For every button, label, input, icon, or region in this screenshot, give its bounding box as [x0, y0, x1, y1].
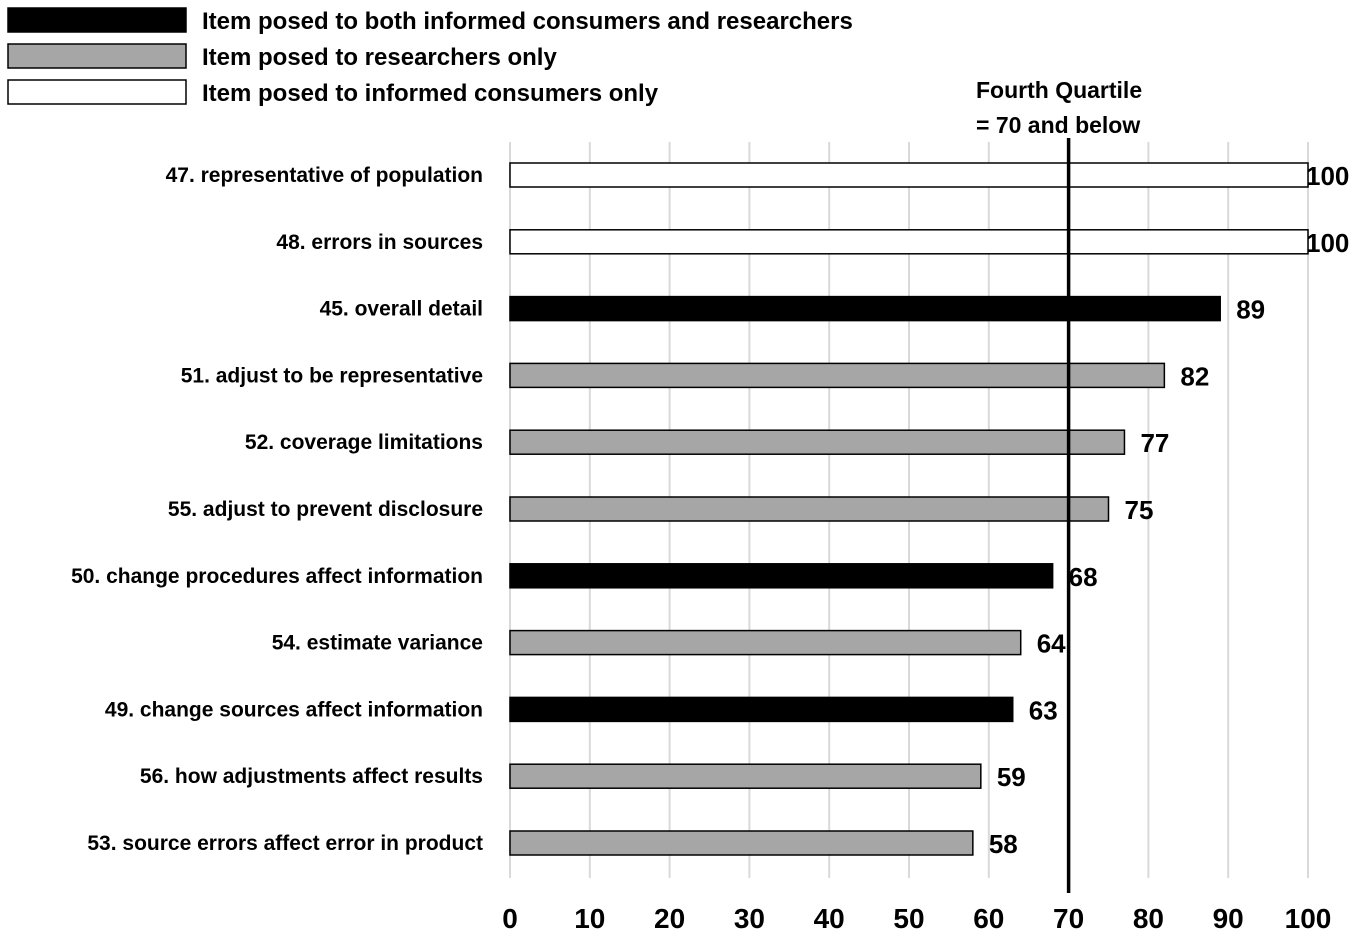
value-label-6: 75 [1125, 495, 1154, 525]
reference-label-line-1: Fourth Quartile [976, 77, 1142, 103]
bar-6 [509, 496, 1110, 522]
value-label-7: 68 [1069, 562, 1098, 592]
x-axis-ticks: 0 10 20 30 40 50 60 70 80 90 100 [502, 903, 1331, 933]
x-tick-label-10: 10 [574, 903, 605, 933]
reference-label-line-2: = 70 and below [976, 112, 1140, 138]
x-tick-label-60: 60 [973, 903, 1004, 933]
x-tick-label-20: 20 [654, 903, 685, 933]
category-label-9: 49. change sources affect information [105, 698, 483, 721]
category-label-6: 55. adjust to prevent disclosure [168, 498, 483, 521]
reference-line-group: Fourth Quartile = 70 and below [976, 77, 1142, 893]
value-labels: 100 100 89 82 77 75 68 64 63 59 58 [989, 161, 1350, 859]
category-label-5: 52. coverage limitations [245, 431, 483, 454]
category-label-11: 53. source errors affect error in produc… [87, 832, 483, 855]
value-label-10: 59 [997, 762, 1026, 792]
x-tick-label-100: 100 [1285, 903, 1332, 933]
legend-label-2: Item posed to researchers only [202, 44, 557, 71]
legend-swatch-1 [7, 7, 187, 33]
category-label-1: 47. representative of population [166, 164, 483, 187]
category-label-10: 56. how adjustments affect results [140, 765, 483, 788]
category-label-8: 54. estimate variance [272, 632, 483, 655]
value-label-9: 63 [1029, 695, 1058, 725]
value-label-4: 82 [1180, 361, 1209, 391]
bar-9 [509, 696, 1014, 723]
x-tick-label-0: 0 [502, 903, 518, 933]
x-tick-label-80: 80 [1133, 903, 1164, 933]
bar-7 [509, 563, 1054, 589]
value-label-1: 100 [1306, 161, 1349, 191]
bar-11 [509, 830, 974, 856]
bar-4 [509, 362, 1166, 389]
x-tick-label-30: 30 [734, 903, 765, 933]
bar-8 [509, 629, 1022, 656]
bar-2 [509, 229, 1309, 255]
bar-3 [509, 295, 1221, 322]
value-label-3: 89 [1236, 295, 1265, 325]
category-label-2: 48. errors in sources [276, 231, 483, 254]
x-tick-label-50: 50 [893, 903, 924, 933]
x-tick-label-90: 90 [1213, 903, 1244, 933]
category-labels: 47. representative of population 48. erro… [71, 164, 483, 855]
legend: Item posed to both informed consumers an… [7, 7, 853, 107]
value-label-5: 77 [1140, 428, 1169, 458]
legend-label-1: Item posed to both informed consumers an… [202, 8, 853, 35]
category-label-7: 50. change procedures affect information [71, 565, 483, 588]
x-tick-label-40: 40 [814, 903, 845, 933]
value-label-2: 100 [1306, 228, 1349, 258]
bar-10 [509, 763, 982, 789]
legend-swatch-2 [7, 43, 187, 69]
bar-5 [509, 429, 1126, 455]
category-label-3: 45. overall detail [320, 298, 483, 321]
legend-label-3: Item posed to informed consumers only [202, 80, 659, 107]
value-label-11: 58 [989, 829, 1018, 859]
category-label-4: 51. adjust to be representative [181, 364, 483, 387]
legend-swatch-3 [7, 79, 187, 105]
x-tick-label-70: 70 [1053, 903, 1084, 933]
value-label-8: 64 [1037, 629, 1066, 659]
bar-1 [509, 162, 1309, 188]
bars [509, 162, 1309, 856]
